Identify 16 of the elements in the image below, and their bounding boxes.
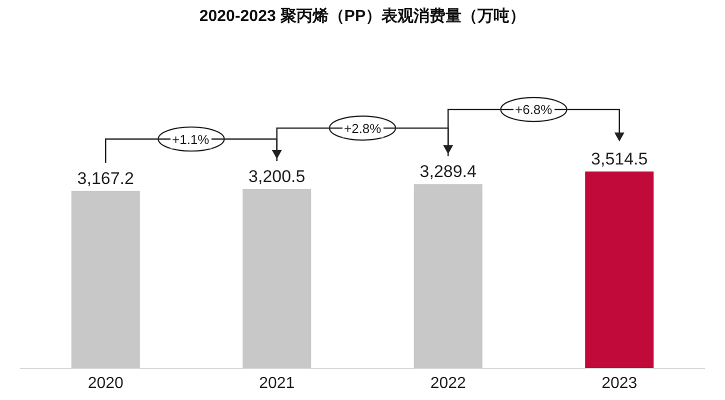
- text: +2.8%: [344, 121, 382, 136]
- x-tick-label: 2021: [259, 375, 295, 392]
- x-tick-label: 2022: [430, 375, 466, 392]
- data-label: 3,200.5: [248, 167, 306, 186]
- text: +6.8%: [515, 102, 553, 117]
- bar: [585, 172, 654, 368]
- x-tick-label: 2023: [602, 375, 638, 392]
- bar: [242, 189, 312, 368]
- bar: [414, 184, 482, 368]
- data-label: 3,514.5: [591, 150, 648, 168]
- text: +1.1%: [172, 132, 210, 147]
- bar: [71, 190, 140, 368]
- x-tick-label: 2020: [88, 375, 124, 392]
- data-label: 3,167.2: [77, 168, 134, 188]
- chart-title: 2020-2023 聚丙烯（PP）表观消费量（万吨）: [199, 7, 526, 26]
- data-label: 3,289.4: [420, 162, 476, 182]
